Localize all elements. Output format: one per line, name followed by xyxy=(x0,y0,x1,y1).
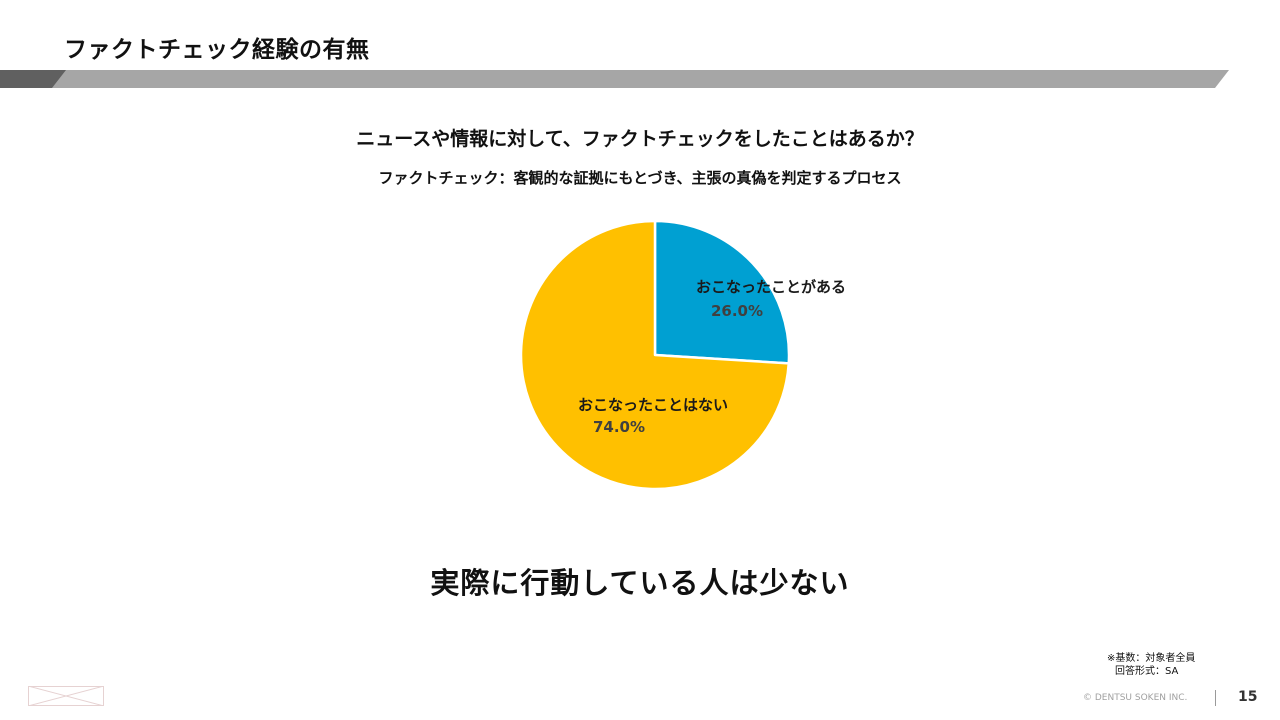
footnote: ※基数：対象者全員 回答形式：SA xyxy=(1107,652,1195,678)
slide-title: ファクトチェック経験の有無 xyxy=(64,37,370,63)
copyright: © DENTSU SOKEN INC. xyxy=(1083,693,1188,703)
conclusion-text: 実際に行動している人は少ない xyxy=(424,560,856,602)
footnote-base: ※基数：対象者全員 xyxy=(1107,653,1196,664)
pie-slice-value-1: 26.0% xyxy=(711,302,763,320)
page-number: 15 xyxy=(1238,689,1258,705)
title-bar-light xyxy=(38,70,1229,88)
pie-slice-label-1: おこなったことがある xyxy=(696,278,846,296)
pie-slice-label-2: おこなったことはない xyxy=(578,396,728,414)
conclusion-label: 実際に行動している人は少ない xyxy=(430,566,850,600)
title-bar xyxy=(0,70,1229,88)
conclusion-container: 実際に行動している人は少ない xyxy=(0,560,1280,602)
footnote-answer-format: 回答形式：SA xyxy=(1115,666,1179,677)
pie-slice-2 xyxy=(519,219,790,491)
pie-slice-1 xyxy=(653,219,791,365)
logo-mark-icon xyxy=(28,686,104,706)
survey-question: ニュースや情報に対して、ファクトチェックをしたことはあるか？ xyxy=(356,128,924,150)
pie-slice-value-2: 74.0% xyxy=(593,418,645,436)
footer-divider xyxy=(1215,690,1216,706)
title-bar-dark xyxy=(0,70,66,88)
fact-check-definition: ファクトチェック：客観的な証拠にもとづき、主張の真偽を判定するプロセス xyxy=(378,169,902,187)
